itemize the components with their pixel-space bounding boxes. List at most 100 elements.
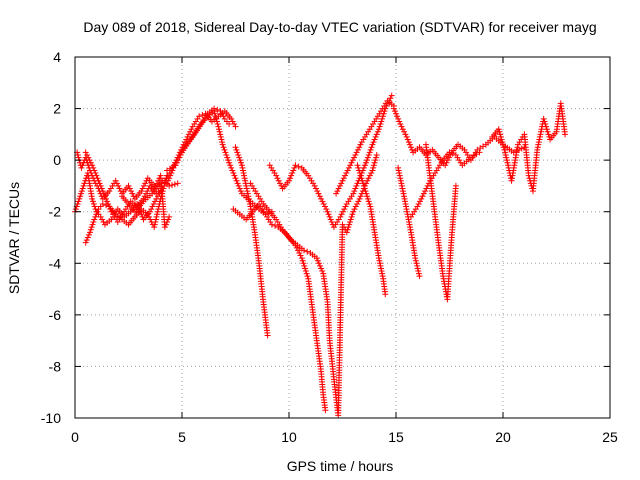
data-point	[542, 121, 549, 128]
data-point	[415, 268, 422, 275]
data-point	[75, 154, 82, 161]
data-point	[379, 113, 386, 120]
data-point	[333, 190, 340, 197]
data-point	[379, 270, 386, 277]
data-point	[211, 108, 218, 115]
data-point	[92, 213, 99, 220]
data-point	[502, 151, 509, 158]
data-point	[314, 257, 321, 264]
data-point	[89, 221, 96, 228]
data-point	[174, 154, 181, 161]
data-point	[535, 141, 542, 148]
data-point	[241, 175, 248, 182]
data-point	[238, 162, 245, 169]
data-point	[117, 188, 124, 195]
data-point	[378, 268, 385, 275]
data-point	[443, 159, 450, 166]
data-point	[377, 121, 384, 128]
data-point	[371, 159, 378, 166]
data-point	[148, 206, 155, 213]
data-point	[237, 188, 244, 195]
data-point	[218, 136, 225, 143]
data-point	[545, 131, 552, 138]
series-track-11	[247, 180, 329, 414]
data-point	[97, 213, 104, 220]
data-point	[323, 206, 330, 213]
data-point	[374, 128, 381, 135]
data-point	[345, 224, 352, 231]
data-point	[91, 216, 98, 223]
data-point	[414, 265, 421, 272]
data-point	[296, 249, 303, 256]
data-point	[82, 239, 89, 246]
y-tick-label: -8	[49, 358, 62, 374]
data-point	[188, 126, 195, 133]
data-point	[215, 126, 222, 133]
data-point	[289, 170, 296, 177]
series-track-09	[230, 151, 380, 419]
data-point	[501, 146, 508, 153]
data-point	[80, 182, 87, 189]
data-point	[264, 332, 271, 339]
data-point	[125, 182, 132, 189]
data-point	[391, 108, 398, 115]
data-point	[151, 224, 158, 231]
data-point	[105, 200, 112, 207]
data-point	[246, 198, 253, 205]
data-point	[196, 113, 203, 120]
data-point	[540, 115, 547, 122]
data-point	[165, 216, 172, 223]
chart-marks	[72, 92, 569, 419]
data-point	[315, 190, 322, 197]
data-point	[155, 206, 162, 213]
data-point	[90, 200, 97, 207]
data-point	[304, 273, 311, 280]
data-point	[294, 247, 301, 254]
data-point	[349, 157, 356, 164]
data-point	[162, 221, 169, 228]
data-point	[537, 131, 544, 138]
data-point	[312, 185, 319, 192]
data-point	[298, 255, 305, 262]
series-track-13	[333, 97, 397, 197]
data-point	[237, 157, 244, 164]
data-point	[86, 157, 93, 164]
data-point	[313, 255, 320, 262]
data-point	[171, 181, 178, 188]
data-point	[425, 180, 432, 187]
data-point	[89, 198, 96, 205]
data-point	[288, 172, 295, 179]
data-point	[363, 190, 370, 197]
data-point	[359, 177, 366, 184]
data-point	[347, 216, 354, 223]
data-point	[301, 262, 308, 269]
data-point	[364, 154, 371, 161]
data-point	[180, 141, 187, 148]
data-point	[538, 126, 545, 133]
data-point	[92, 170, 99, 177]
data-point	[99, 188, 106, 195]
data-point	[534, 146, 541, 153]
data-point	[396, 170, 403, 177]
data-point	[103, 195, 110, 202]
data-point	[412, 257, 419, 264]
data-point	[152, 216, 159, 223]
data-point	[401, 193, 408, 200]
data-point	[382, 291, 389, 298]
data-point	[151, 221, 158, 228]
data-point	[503, 157, 510, 164]
data-point	[85, 154, 92, 161]
data-point	[360, 164, 367, 171]
data-point	[183, 136, 190, 143]
data-point	[562, 131, 569, 138]
data-point	[292, 242, 299, 249]
data-point	[318, 265, 325, 272]
data-point	[407, 144, 414, 151]
data-point	[303, 270, 310, 277]
data-point	[78, 164, 85, 171]
data-point	[139, 213, 146, 220]
data-point	[326, 213, 333, 220]
series-track-18	[407, 149, 483, 220]
data-point	[153, 213, 160, 220]
data-point	[442, 162, 449, 169]
